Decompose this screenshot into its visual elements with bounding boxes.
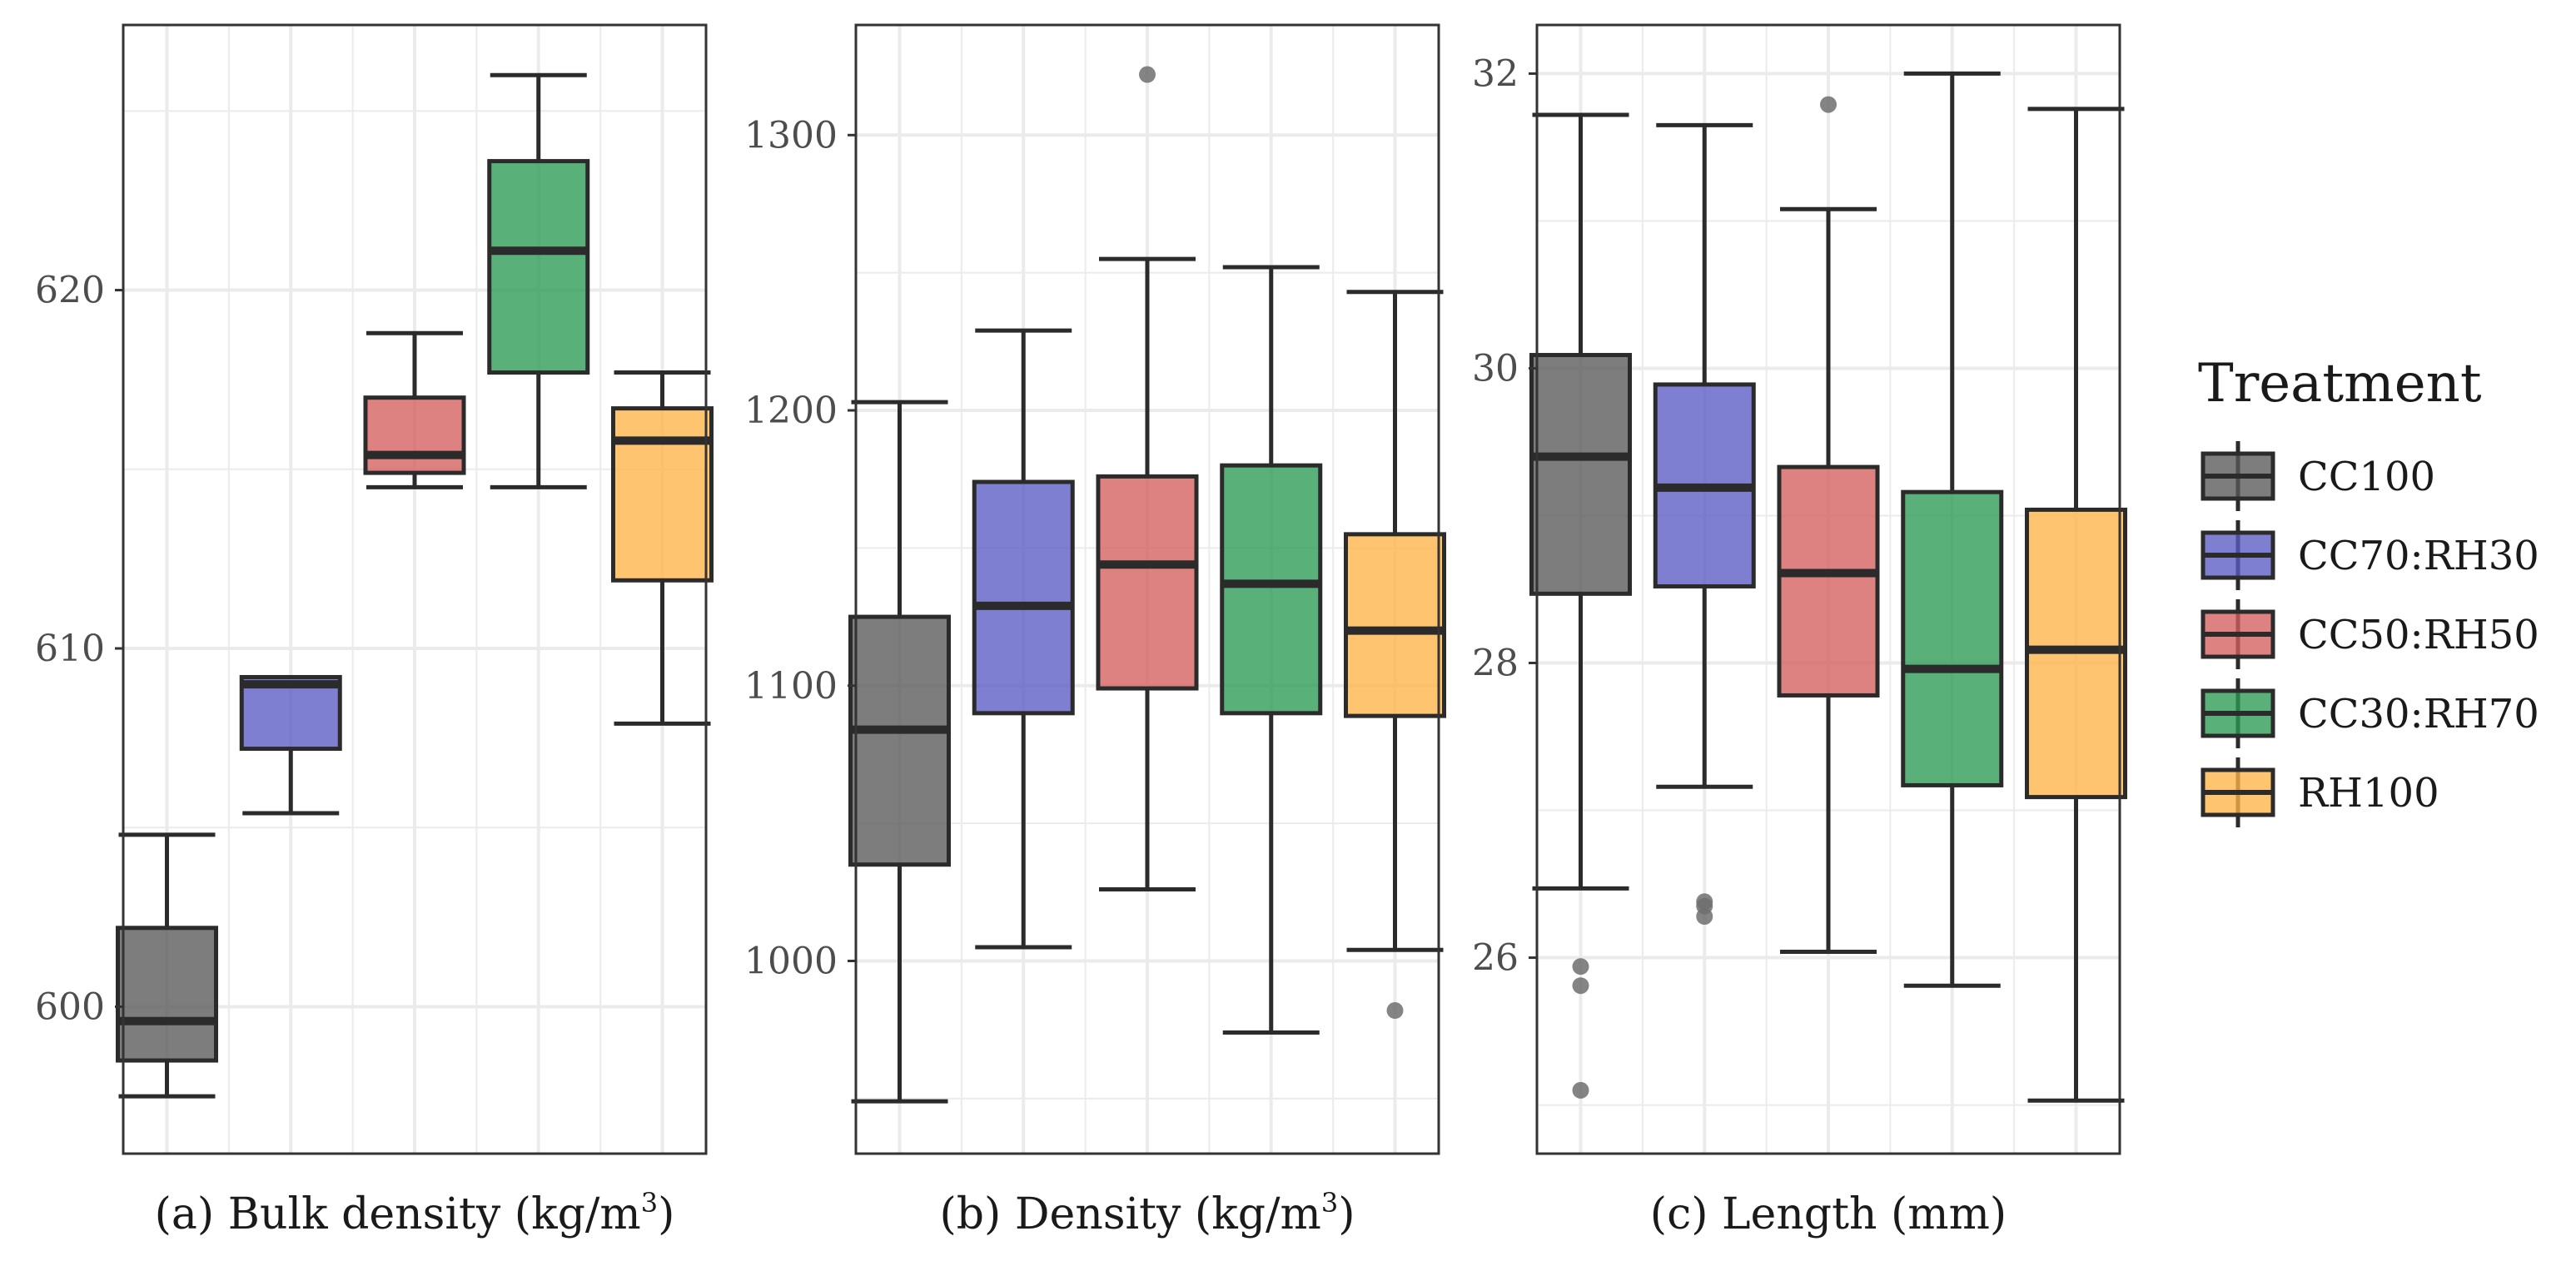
legend-items: CC100 CC70:RH30 CC50:RH50 CC30:RH70 RH100: [2201, 441, 2539, 827]
caption-superscript: 3: [1321, 1187, 1338, 1219]
box-body: [1529, 353, 1632, 596]
box-body: [363, 395, 466, 475]
y-tick-label: 1000: [744, 940, 838, 982]
caption-prefix: (c) Length (mm): [1650, 1189, 2007, 1239]
x-axis-caption: (b) Density (kg/m3): [939, 1187, 1355, 1239]
box-rh100: [611, 370, 714, 726]
box-cc50-rh50: [1096, 66, 1199, 891]
legend-label: CC30:RH70: [2298, 691, 2539, 737]
y-tick-label: 30: [1472, 347, 1519, 390]
caption-suffix: ): [1338, 1189, 1355, 1239]
legend-item-cc70-rh30: CC70:RH30: [2201, 520, 2539, 590]
outlier-point: [1139, 66, 1156, 83]
box-body: [1901, 489, 2004, 787]
box-body: [1096, 474, 1199, 691]
outlier-point: [1572, 1081, 1589, 1099]
box-cc70-rh30: [1653, 122, 1756, 925]
panel-border: [1535, 23, 2121, 1155]
box-cc70-rh30: [972, 328, 1075, 950]
legend-label: RH100: [2298, 770, 2439, 817]
box-rh100: [2025, 107, 2127, 1103]
outlier-point: [1696, 907, 1713, 925]
outlier-point: [1820, 96, 1837, 113]
y-tick-label: 1100: [744, 665, 838, 707]
y-tick-label: 26: [1472, 937, 1519, 980]
box-cc50-rh50: [363, 330, 466, 489]
box-body: [239, 674, 342, 752]
box-cc30-rh70: [1220, 265, 1323, 1035]
box-cc100: [1529, 112, 1632, 1099]
legend-label: CC100: [2298, 454, 2435, 500]
legend-item-cc100: CC100: [2201, 441, 2435, 511]
panel-border: [122, 23, 708, 1155]
legend-label: CC70:RH30: [2298, 533, 2539, 579]
legend-title: Treatment: [2198, 353, 2482, 415]
outlier-point: [1386, 1002, 1404, 1020]
outlier-point: [1572, 958, 1589, 976]
y-tick-label: 32: [1472, 52, 1519, 95]
y-tick-label: 610: [35, 628, 105, 670]
box-body: [1777, 464, 1880, 698]
y-tick-label: 28: [1472, 643, 1519, 685]
box-body: [487, 159, 590, 375]
outlier-point: [1572, 977, 1589, 995]
legend-item-cc50-rh50: CC50:RH50: [2201, 599, 2539, 669]
legend-item-cc30-rh70: CC30:RH70: [2201, 678, 2539, 748]
caption-suffix: ): [658, 1189, 674, 1239]
caption-superscript: 3: [641, 1187, 658, 1219]
box-cc50-rh50: [1777, 96, 1880, 954]
box-body: [1344, 532, 1446, 718]
box-rh100: [1344, 290, 1446, 1020]
box-body: [611, 406, 714, 583]
legend-item-rh100: RH100: [2201, 757, 2439, 827]
legend: Treatment CC100 CC70:RH30 CC50:RH50 CC30:RH…: [2198, 353, 2539, 827]
y-tick-label: 1300: [744, 114, 838, 156]
y-tick-label: 600: [35, 986, 105, 1029]
panel-border: [854, 23, 1440, 1155]
x-axis-caption: (c) Length (mm): [1650, 1189, 2007, 1239]
box-cc30-rh70: [487, 72, 590, 489]
box-cc100: [848, 400, 951, 1104]
y-tick-label: 1200: [744, 390, 838, 432]
panel-density: 1000 1100 1200 1300 (b) Density (kg/m3): [744, 23, 1446, 1239]
legend-label: CC50:RH50: [2298, 612, 2539, 658]
box-body: [116, 926, 218, 1063]
panel-length: 26 28 30 32 (c) Length (mm): [1472, 23, 2127, 1239]
box-body: [972, 479, 1075, 716]
box-body: [848, 614, 951, 867]
box-body: [1220, 463, 1323, 716]
x-axis-caption: (a) Bulk density (kg/m3): [155, 1187, 675, 1239]
box-cc70-rh30: [239, 674, 342, 816]
box-cc100: [116, 832, 218, 1099]
caption-prefix: (b) Density (kg/m: [939, 1189, 1320, 1239]
caption-prefix: (a) Bulk density (kg/m: [155, 1189, 641, 1239]
y-tick-label: 620: [35, 270, 105, 312]
panel-bulk-density: 600 610 620 (a) Bulk density (kg/m3): [35, 23, 714, 1239]
box-cc30-rh70: [1901, 71, 2004, 988]
